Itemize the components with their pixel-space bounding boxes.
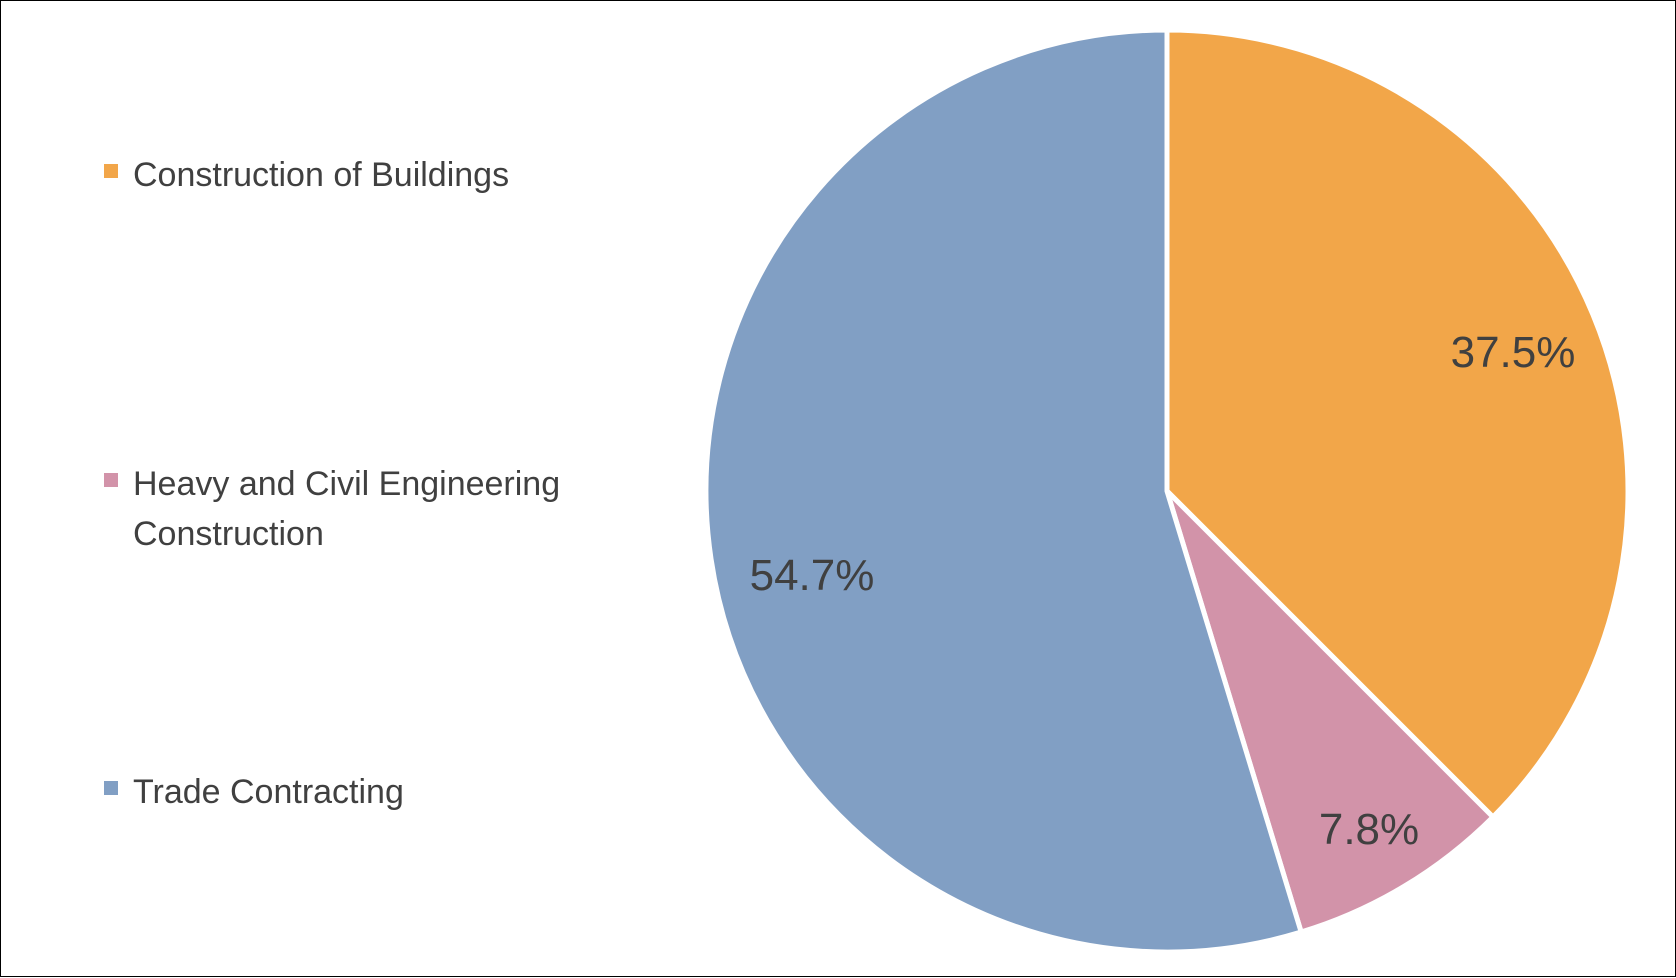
chart-legend: Construction of Buildings Heavy and Civi… bbox=[104, 1, 664, 978]
legend-label: Trade Contracting bbox=[133, 773, 404, 811]
pie-slice-heavy-and-civil-engineering-construction bbox=[1164, 488, 1496, 935]
legend-swatch bbox=[104, 473, 118, 487]
legend-label: Heavy and Civil Engineering Construction bbox=[133, 465, 561, 553]
legend-label: Construction of Buildings bbox=[133, 156, 510, 194]
pie-slice-trade-contracting bbox=[703, 27, 1304, 955]
pie-slices bbox=[703, 27, 1631, 955]
data-label-construction-of-buildings: 37.5% bbox=[1451, 328, 1576, 377]
legend-swatch bbox=[104, 781, 118, 795]
pie-data-labels: 37.5% 7.8% 54.7% bbox=[750, 328, 1576, 854]
legend-swatch bbox=[104, 164, 118, 178]
legend-item-heavy-and-civil-engineering: Heavy and Civil Engineering Construction bbox=[104, 459, 633, 559]
legend-item-construction-of-buildings: Construction of Buildings bbox=[104, 150, 633, 200]
data-label-heavy-and-civil-engineering-construction: 7.8% bbox=[1319, 805, 1419, 854]
data-label-trade-contracting: 54.7% bbox=[750, 551, 875, 600]
legend-item-trade-contracting: Trade Contracting bbox=[104, 767, 633, 817]
pie-slice-construction-of-buildings bbox=[1164, 27, 1631, 820]
